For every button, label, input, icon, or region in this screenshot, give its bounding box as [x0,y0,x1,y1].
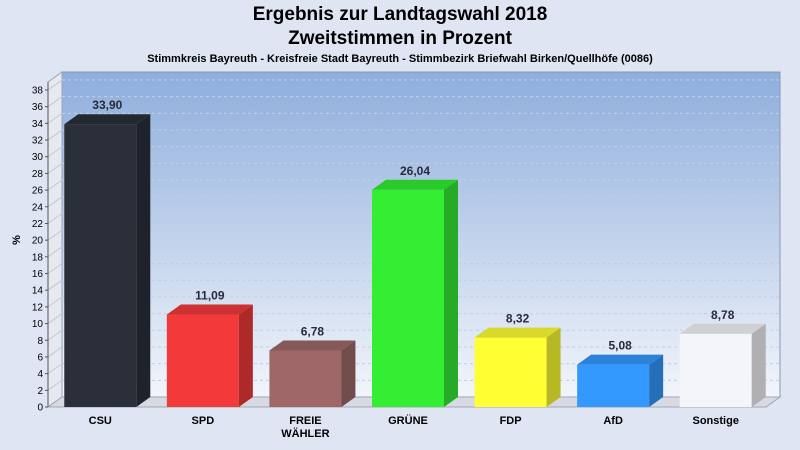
gridline-side [47,163,63,174]
bar-top [679,323,766,334]
gridline-side [47,313,63,324]
bar [679,323,766,407]
gridline-side [47,263,63,274]
y-tick-label: 34 [32,119,44,130]
chart-title: Ergebnis zur Landtagswahl 2018 [252,4,548,25]
y-tick-label: 12 [32,302,44,313]
gridline-side [47,112,63,124]
data-label: 11,09 [195,288,225,302]
bar-top [474,327,561,338]
bar-side [649,354,664,407]
data-label: 8,78 [711,308,735,322]
data-label: 26,04 [400,164,430,178]
gridline-side [47,346,63,358]
y-tick-label: 6 [37,352,43,363]
y-tick-label: 24 [32,202,44,213]
bar-side [546,327,561,407]
bar-top [64,114,151,125]
y-tick-label: 26 [32,186,44,197]
y-tick-label: 0 [37,403,43,414]
bar-side [238,304,253,407]
gridline-side [47,129,63,141]
bar-side [444,179,458,407]
bar [166,304,253,407]
gridline-side [47,363,63,375]
y-tick-label: 2 [37,386,43,397]
bar-side [751,323,766,407]
y-axis-label: % [11,235,23,245]
gridline-side [47,296,63,308]
gridline-side [47,379,63,391]
gridline-side [47,146,63,158]
data-label: 33,90 [92,98,122,112]
x-tick-label: FREIE [289,415,321,427]
bar [474,327,561,407]
y-tick-label: 38 [32,86,44,97]
gridline-side [47,96,63,108]
bar-side [341,340,356,407]
chart-caption: Stimmkreis Bayreuth - Kreisfreie Stadt B… [147,53,653,65]
bar-front [372,189,444,407]
x-tick-label: FDP [500,415,522,427]
x-tick-label: GRÜNE [388,414,428,427]
gridline-side [47,246,63,258]
x-tick-label: SPD [192,415,215,427]
bar-front [269,350,342,407]
y-tick-label: 30 [32,152,44,163]
gridline-side [47,329,63,341]
y-tick-label: 32 [32,136,44,147]
y-tick-label: 14 [32,286,44,297]
bar-front [166,314,239,407]
y-tick-label: 4 [37,369,43,380]
bar-top [372,179,458,190]
y-tick-label: 18 [32,252,44,263]
y-tick-label: 16 [32,269,44,280]
bar [64,114,151,407]
x-tick-label: AfD [603,415,623,427]
x-tick-label: WÄHLER [281,427,329,440]
data-label: 5,08 [608,339,632,353]
data-label: 6,78 [301,324,325,338]
bar-top [166,304,253,315]
bar [269,340,356,407]
gridline-side [47,213,63,224]
gridline-side [47,279,63,291]
bar [372,179,458,407]
bar-front [64,124,137,407]
bar-top [269,340,356,351]
x-tick-label: Sonstige [692,415,738,427]
chart-subtitle: Zweitstimmen in Prozent [288,28,512,49]
y-tick-label: 20 [32,236,44,247]
gridline-side [47,79,63,91]
y-tick-label: 28 [32,169,44,180]
y-tick-label: 8 [37,336,43,347]
data-label: 8,32 [506,312,530,326]
gridline-side [47,196,63,208]
bar-side [136,114,151,407]
bar-front [577,364,650,407]
y-tick-label: 36 [32,102,44,113]
bar [577,354,664,407]
bar-front [679,333,752,407]
gridline-side [47,229,63,241]
bar-top [577,354,664,365]
y-tick-label: 10 [32,319,44,330]
y-tick-label: 22 [32,219,44,230]
bar-front [474,337,547,407]
x-tick-label: CSU [89,415,112,427]
gridline-side [47,179,63,191]
